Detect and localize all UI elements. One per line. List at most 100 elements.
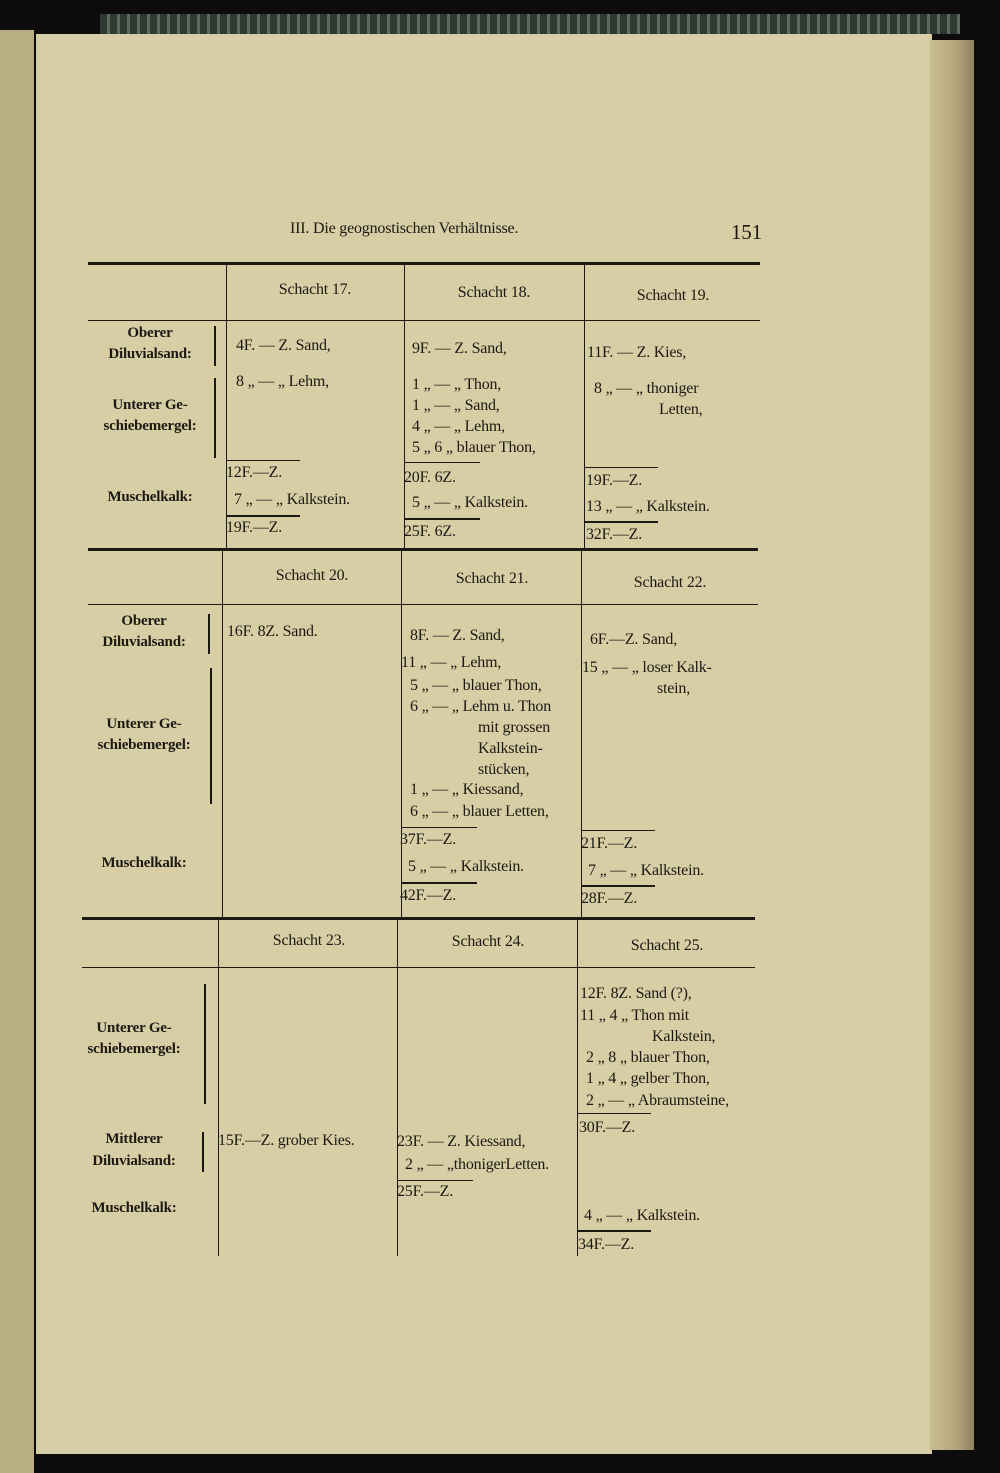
sum-rule [581, 885, 655, 887]
layer-entry: 15 „ — „ loser Kalk- [582, 659, 712, 676]
column-divider [577, 917, 578, 1256]
sum-rule [404, 518, 480, 520]
stratum-label: Diluvialsand: [92, 1153, 176, 1169]
layer-entry: 12F.—Z. [226, 464, 282, 481]
facing-page-edge [0, 30, 34, 1473]
column-header-schacht: Schacht 24. [451, 933, 525, 950]
layer-entry: 7 „ — „ Kalkstein. [588, 862, 704, 879]
layer-entry: 5 „ 6 „ blauer Thon, [412, 439, 536, 456]
layer-entry: 15F.—Z. grober Kies. [218, 1132, 355, 1149]
layer-entry: stücken, [478, 761, 530, 778]
layer-entry: 8 „ — „ Lehm, [236, 373, 329, 390]
layer-entry: 12F. 8Z. Sand (?), [580, 985, 692, 1002]
sum-rule [577, 1230, 651, 1232]
stratum-label: schiebemergel: [87, 1041, 181, 1057]
binding-strip [100, 14, 960, 34]
layer-entry: 4 „ — „ Lehm, [412, 418, 505, 435]
layer-entry: 28F.—Z. [581, 890, 637, 907]
layer-entry: 16F. 8Z. Sand. [227, 623, 318, 640]
thick-rule [82, 917, 755, 920]
header-rule [88, 604, 758, 605]
column-header-schacht: Schacht 18. [457, 284, 531, 301]
layer-entry: 1 „ — „ Thon, [412, 376, 502, 393]
layer-entry: 1 „ — „ Kiessand, [410, 781, 524, 798]
layer-entry: 11 „ — „ Lehm, [401, 654, 502, 671]
column-divider [218, 917, 219, 1256]
column-header-schacht: Schacht 25. [630, 937, 704, 954]
sum-rule [226, 460, 300, 461]
sum-rule [226, 515, 300, 517]
layer-entry: 37F.—Z. [400, 831, 456, 848]
stratum-label: schiebemergel: [103, 418, 197, 434]
layer-entry: 25F. 6Z. [404, 523, 456, 540]
stratum-label: Muschelkalk: [91, 1200, 177, 1216]
layer-entry: 6 „ — „ blauer Letten, [410, 803, 549, 820]
column-divider [222, 548, 223, 917]
header-rule [88, 320, 760, 321]
layer-entry: 19F.—Z. [226, 519, 282, 536]
layer-entry: 2 „ — „ Abraumsteine, [586, 1092, 729, 1109]
stratum-label: Oberer [127, 325, 173, 341]
stratum-label: Unterer Ge- [96, 1020, 172, 1036]
column-divider [584, 262, 585, 548]
column-header-schacht: Schacht 17. [278, 281, 352, 298]
layer-entry: 13 „ — „ Kalkstein. [586, 498, 710, 515]
layer-entry: 21F.—Z. [581, 835, 637, 852]
layer-entry: Kalkstein- [478, 740, 543, 757]
page-number: 151 [731, 220, 762, 244]
thick-rule [88, 262, 760, 265]
layer-entry: 6F.—Z. Sand, [590, 631, 677, 648]
sum-rule [584, 521, 658, 523]
running-head: III. Die geognostischen Verhältnisse. [290, 220, 519, 237]
layer-entry: 2 „ — „thonigerLetten. [405, 1156, 549, 1173]
stratum-label: Muschelkalk: [107, 489, 193, 505]
stratum-label: Mittlerer [105, 1131, 163, 1147]
column-header-schacht: Schacht 19. [636, 287, 710, 304]
brace [214, 326, 216, 366]
layer-entry: 1 „ — „ Sand, [412, 397, 500, 414]
layer-entry: 5 „ — „ Kalkstein. [412, 494, 528, 511]
layer-entry: 34F.—Z. [578, 1236, 634, 1253]
page-edges [930, 40, 974, 1450]
brace [210, 668, 212, 804]
layer-entry: 8 „ — „ thoniger [594, 380, 699, 397]
layer-entry: mit grossen [478, 719, 551, 736]
layer-entry: 1 „ 4 „ gelber Thon, [586, 1070, 710, 1087]
layer-entry: 9F. — Z. Sand, [412, 340, 507, 357]
stratum-label: schiebemergel: [97, 737, 191, 753]
thick-rule [88, 548, 758, 551]
layer-entry: Letten, [659, 401, 703, 418]
layer-entry: 4F. — Z. Sand, [236, 337, 331, 354]
column-header-schacht: Schacht 21. [455, 570, 529, 587]
column-divider [226, 262, 227, 548]
stratum-label: Unterer Ge- [106, 716, 182, 732]
brace [204, 984, 206, 1104]
layer-entry: 2 „ 8 „ blauer Thon, [586, 1049, 710, 1066]
book-page [36, 34, 932, 1454]
sum-rule [401, 827, 477, 828]
column-header-schacht: Schacht 22. [633, 574, 707, 591]
stratum-label: Diluvialsand: [108, 346, 192, 362]
layer-entry: 11 „ 4 „ Thon mit [580, 1007, 690, 1024]
layer-entry: 8F. — Z. Sand, [410, 627, 505, 644]
stratum-label: Muschelkalk: [101, 855, 187, 871]
layer-entry: 42F.—Z. [400, 887, 456, 904]
layer-entry: stein, [657, 680, 691, 697]
brace [208, 614, 210, 654]
layer-entry: 11F. — Z. Kies, [587, 344, 687, 361]
sum-rule [577, 1113, 651, 1114]
header-rule [82, 967, 755, 968]
layer-entry: 25F.—Z. [397, 1183, 453, 1200]
layer-entry: 4 „ — „ Kalkstein. [584, 1207, 700, 1224]
sum-rule [584, 467, 658, 468]
stratum-label: Unterer Ge- [112, 397, 188, 413]
stratum-label: Diluvialsand: [102, 634, 186, 650]
sum-rule [397, 1180, 473, 1181]
column-header-schacht: Schacht 23. [272, 932, 346, 949]
layer-entry: 23F. — Z. Kiessand, [397, 1133, 526, 1150]
column-divider [397, 917, 398, 1256]
layer-entry: 5 „ — „ Kalkstein. [408, 858, 524, 875]
layer-entry: 20F. 6Z. [404, 469, 456, 486]
column-divider [404, 262, 405, 548]
column-divider [401, 548, 402, 917]
